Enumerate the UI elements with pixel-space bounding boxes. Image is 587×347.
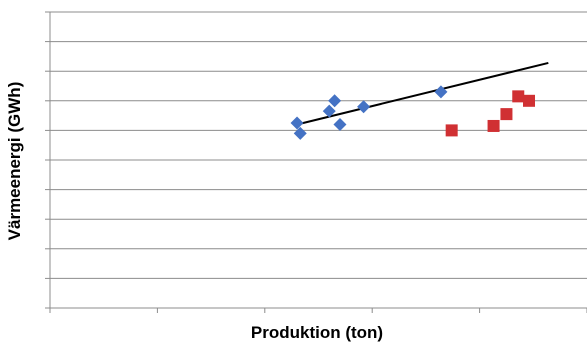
diamond-point-6 <box>434 85 448 99</box>
square-point-0 <box>445 124 458 137</box>
diamond-point-0 <box>290 116 304 130</box>
diamond-point-2 <box>322 104 336 118</box>
y-axis-title: Värmeenergi (GWh) <box>5 82 24 241</box>
square-point-2 <box>500 108 513 121</box>
trendline-group <box>296 61 549 126</box>
square-point-3 <box>512 90 525 103</box>
data-points <box>290 85 536 140</box>
square-point-1 <box>487 119 500 132</box>
diamond-point-4 <box>333 117 347 131</box>
square-point-4 <box>523 94 536 107</box>
diamond-point-5 <box>357 100 371 114</box>
x-axis-title: Produktion (ton) <box>251 323 383 342</box>
diamond-point-3 <box>328 94 342 108</box>
trendline <box>296 61 549 126</box>
axes <box>45 11 587 313</box>
diamond-point-1 <box>293 126 307 140</box>
gridlines <box>50 11 587 279</box>
